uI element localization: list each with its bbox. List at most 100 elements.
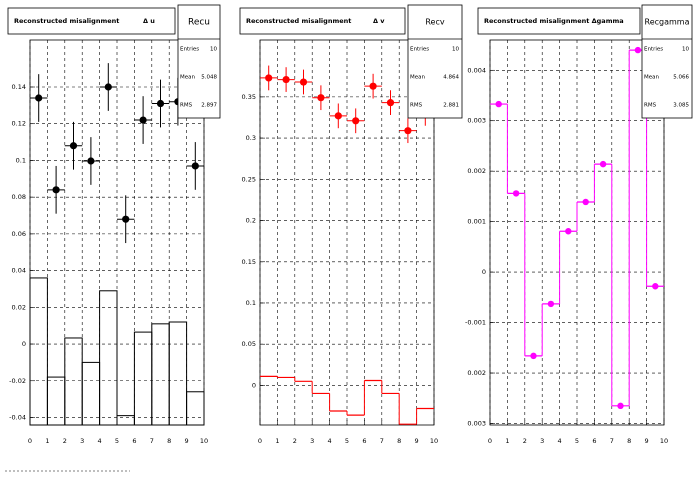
stats-title: Recgamma [645, 18, 690, 27]
x-tick-label: 9 [645, 437, 649, 445]
x-tick-label: 10 [200, 437, 208, 445]
marker [547, 300, 555, 308]
stats-value: 10 [682, 47, 689, 53]
stats-value: 5.066 [673, 75, 689, 81]
y-tick-label: 0.02 [12, 303, 26, 311]
y-tick-label: 0.04 [12, 267, 26, 275]
x-tick-label: 9 [185, 437, 189, 445]
stats-value: 2.897 [201, 103, 217, 109]
y-tick-label: 0.003 [467, 117, 486, 125]
y-tick-label: 0.3 [246, 134, 256, 142]
chart-title: Reconstructed misalignment [14, 17, 119, 25]
marker [512, 190, 520, 197]
x-tick-label: 8 [397, 437, 401, 445]
stats-value: 10 [452, 47, 459, 53]
stats-label: Mean [180, 75, 195, 81]
histogram-bin [99, 290, 118, 426]
x-tick-label: 9 [415, 437, 419, 445]
x-tick-label: 3 [540, 437, 544, 445]
y-tick-label: 0.1 [16, 156, 26, 164]
stats-label: RMS [410, 103, 423, 109]
x-tick-label: 7 [150, 437, 154, 445]
histogram-bin [29, 277, 48, 426]
y-tick-label: 0.003 [467, 419, 486, 427]
x-tick-label: 1 [275, 437, 279, 445]
data-point [352, 117, 360, 125]
x-tick-label: 4 [328, 437, 332, 445]
axis-label: Δ v [373, 17, 385, 25]
stats-value: 2.881 [443, 103, 459, 109]
data-point [35, 94, 43, 102]
marker [495, 100, 502, 108]
y-tick-label: 0.2 [246, 217, 256, 225]
marker [617, 402, 624, 410]
x-tick-label: 3 [80, 437, 84, 445]
x-tick-label: 2 [523, 437, 527, 445]
x-tick-label: 6 [362, 437, 366, 445]
data-point [69, 142, 78, 150]
x-tick-label: 5 [115, 437, 119, 445]
data-point [334, 112, 342, 120]
stats-value: 5.048 [201, 75, 217, 81]
title-box [239, 7, 406, 35]
stats-label: Entries [180, 47, 199, 53]
stats-label: RMS [180, 103, 193, 109]
x-tick-label: 0 [258, 437, 262, 445]
x-tick-label: 7 [610, 437, 614, 445]
y-tick-label: 0 [482, 268, 486, 276]
stats-label: Mean [410, 75, 425, 81]
y-tick-label: 0.1 [246, 299, 256, 307]
data-point [122, 215, 130, 223]
y-tick-label: 0.06 [12, 230, 26, 238]
stats-box [177, 4, 221, 119]
x-tick-label: 0 [28, 437, 32, 445]
y-tick-label: 0.35 [242, 93, 256, 101]
marker [599, 160, 607, 168]
stats-box [641, 4, 693, 119]
marker [652, 283, 659, 290]
x-tick-label: 5 [345, 437, 349, 445]
x-tick-label: 1 [45, 437, 49, 445]
y-tick-label: 0.08 [12, 193, 26, 201]
y-tick-label: -0.02 [9, 377, 26, 385]
stats-value: 3.085 [673, 103, 689, 109]
stats-label: Entries [644, 47, 663, 53]
data-point [87, 157, 95, 165]
x-tick-label: 6 [132, 437, 136, 445]
y-tick-label: 0.05 [242, 340, 256, 348]
chart-title: Reconstructed misalignment Δgamma [484, 17, 624, 25]
x-tick-label: 2 [63, 437, 67, 445]
title-box [477, 7, 641, 35]
y-tick-label: -0.001 [465, 319, 486, 327]
histogram-bin [168, 321, 188, 426]
stats-title: Recu [188, 18, 210, 28]
x-tick-label: 0 [488, 437, 492, 445]
marker [582, 198, 589, 206]
histogram-bin [186, 391, 205, 426]
y-tick-label: 0.12 [12, 120, 26, 128]
x-tick-label: 10 [430, 437, 438, 445]
y-tick-label: 0 [22, 340, 26, 348]
data-point [191, 162, 199, 170]
data-point [369, 82, 377, 90]
x-tick-label: 1 [505, 437, 509, 445]
y-tick-label: 0.002 [467, 369, 486, 377]
stats-value: 4.864 [443, 75, 459, 81]
y-tick-label: 0.004 [467, 66, 486, 74]
x-tick-label: 3 [310, 437, 314, 445]
y-tick-label: 0.001 [467, 218, 486, 226]
data-point [52, 186, 60, 194]
data-point [265, 74, 273, 82]
y-tick-label: -0.04 [9, 413, 26, 421]
stats-label: Mean [644, 75, 659, 81]
chart-title: Reconstructed misalignment [246, 17, 351, 25]
x-tick-label: 8 [167, 437, 171, 445]
data-point [386, 99, 395, 107]
stats-value: 10 [210, 47, 217, 53]
y-tick-label: 0.14 [12, 83, 26, 91]
y-tick-label: 0.25 [242, 175, 256, 183]
title-box [7, 7, 176, 35]
x-tick-label: 10 [660, 437, 668, 445]
stats-title: Recv [425, 18, 445, 27]
y-tick-label: 0.002 [467, 167, 486, 175]
